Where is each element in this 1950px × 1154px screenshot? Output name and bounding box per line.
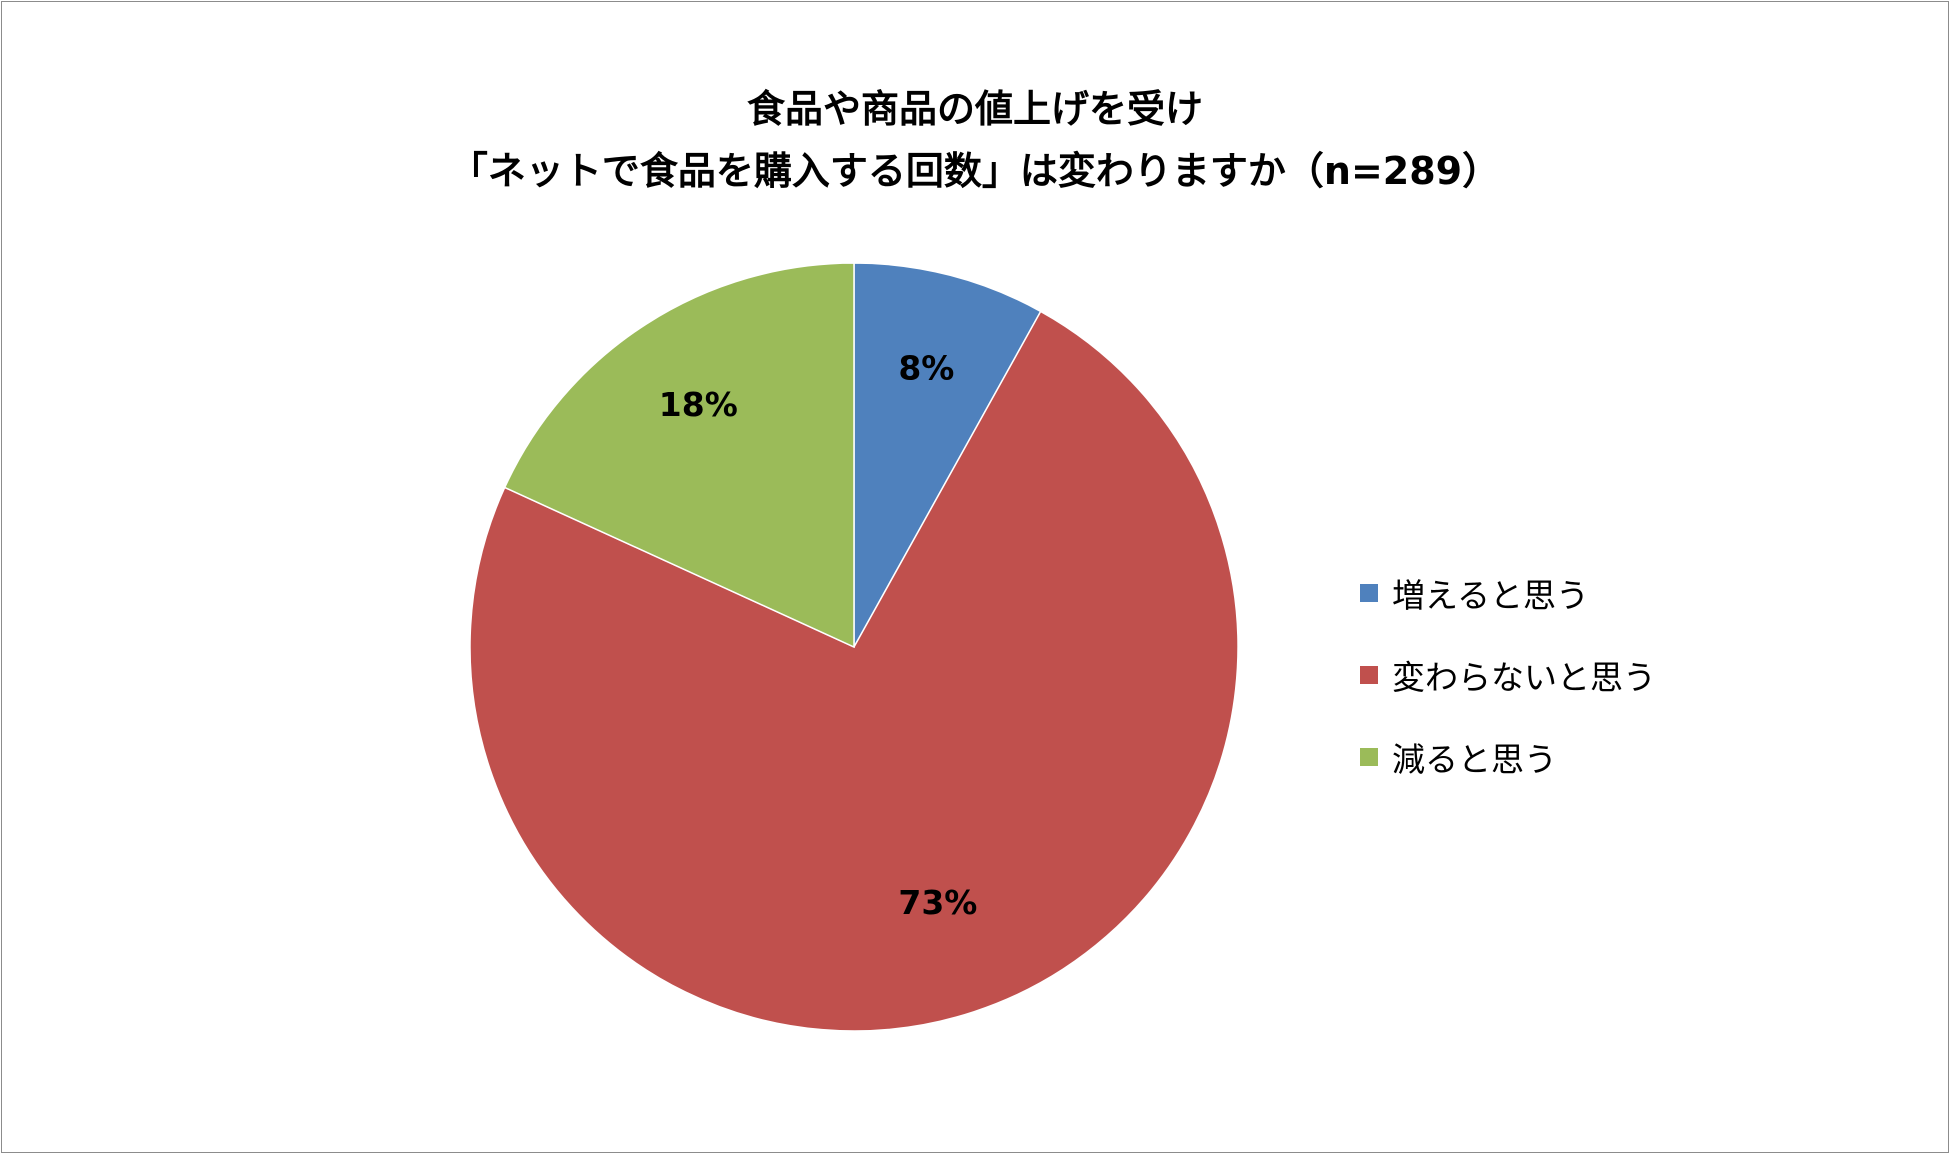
chart-title-line-2: 「ネットで食品を購入する回数」は変わりますか（n=289） — [449, 149, 1501, 193]
legend-swatch-increase — [1360, 584, 1378, 602]
data-label-increase: 8% — [898, 349, 954, 388]
pie-slice-unchanged — [469, 310, 1239, 1032]
data-label-decrease: 18% — [659, 385, 738, 424]
chart-title: 食品や商品の値上げを受け 「ネットで食品を購入する回数」は変わりますか（n=28… — [0, 78, 1950, 202]
pie-slices — [469, 262, 1239, 1032]
pie-slice-increase — [853, 262, 1042, 650]
legend-item-decrease: 減ると思う — [1360, 716, 1656, 798]
legend-swatch-unchanged — [1360, 666, 1378, 684]
legend-label-unchanged: 変わらないと思う — [1392, 658, 1656, 697]
legend: 増えると思う 変わらないと思う 減ると思う — [1360, 552, 1656, 798]
data-label-unchanged: 73% — [898, 883, 977, 922]
legend-label-increase: 増えると思う — [1392, 576, 1590, 615]
chart-title-line-1: 食品や商品の値上げを受け — [746, 87, 1203, 131]
legend-item-increase: 増えると思う — [1360, 552, 1656, 634]
pie-data-labels: 8% 73% 18% — [659, 349, 978, 922]
legend-label-decrease: 減ると思う — [1392, 740, 1557, 779]
pie-slice-decrease — [503, 262, 855, 649]
legend-swatch-decrease — [1360, 748, 1378, 766]
legend-item-unchanged: 変わらないと思う — [1360, 634, 1656, 716]
